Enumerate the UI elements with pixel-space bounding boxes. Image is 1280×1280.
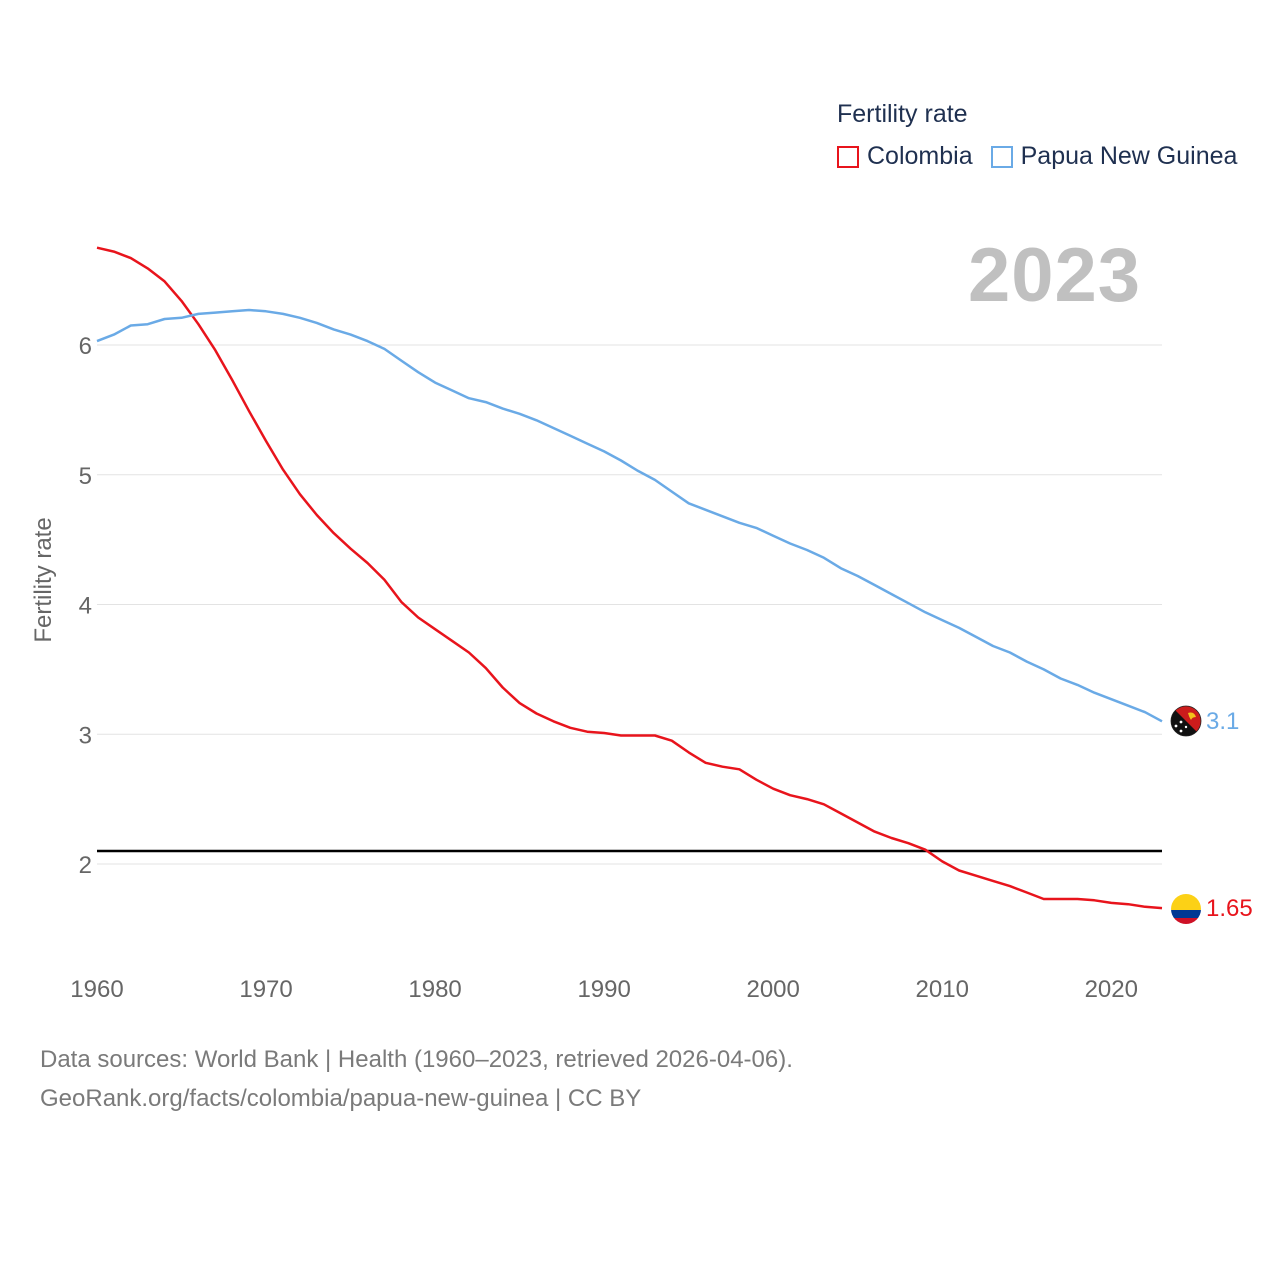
x-tick-label: 2000: [746, 976, 799, 1003]
legend-swatch-colombia: [837, 145, 859, 168]
series-line-colombia: [96, 246, 1163, 910]
legend-label-papua-new-guinea: Papua New Guinea: [1020, 142, 1238, 170]
x-tick-label: 2010: [916, 976, 969, 1003]
x-tick-label: 1990: [577, 976, 630, 1003]
x-tick-label: 1970: [239, 976, 292, 1003]
y-tick-label: 6: [79, 333, 92, 360]
papua-new-guinea-flag-icon: [1171, 706, 1201, 736]
legend-item-papua-new-guinea[interactable]: Papua New Guinea: [990, 142, 1238, 171]
colombia-end-value: 1.65: [1206, 895, 1253, 922]
y-tick-label: 3: [79, 722, 92, 749]
x-tick-label: 2020: [1085, 976, 1138, 1003]
y-tick-label: 4: [79, 593, 92, 620]
legend-title: Fertility rate: [837, 100, 968, 128]
current-year-label: 2023: [968, 233, 1142, 318]
colombia-flag-icon: [1171, 894, 1201, 924]
legend-swatch-papua-new-guinea: [990, 145, 1013, 168]
y-tick-label: 5: [79, 463, 92, 490]
papua-new-guinea-flag-border: [1170, 705, 1202, 737]
series-line-papua-new-guinea: [96, 308, 1163, 723]
x-tick-label: 1960: [70, 976, 123, 1003]
legend-item-colombia[interactable]: Colombia: [837, 142, 973, 171]
x-axis-ticks: 1960 1970 1980 1990 2000 2010 2020: [70, 976, 1138, 1003]
y-axis-ticks: 2 3 4 5 6: [79, 333, 92, 879]
footer-sources: Data sources: World Bank | Health (1960–…: [40, 1046, 793, 1073]
x-tick-label: 1980: [408, 976, 461, 1003]
footer-attribution: GeoRank.org/facts/colombia/papua-new-gui…: [40, 1085, 642, 1112]
papua-new-guinea-end-value: 3.1: [1206, 708, 1239, 735]
y-axis-label: Fertility rate: [30, 517, 57, 642]
legend-label-colombia: Colombia: [867, 142, 973, 170]
legend: Colombia Papua New Guinea: [837, 142, 1255, 171]
y-tick-label: 2: [79, 852, 92, 879]
